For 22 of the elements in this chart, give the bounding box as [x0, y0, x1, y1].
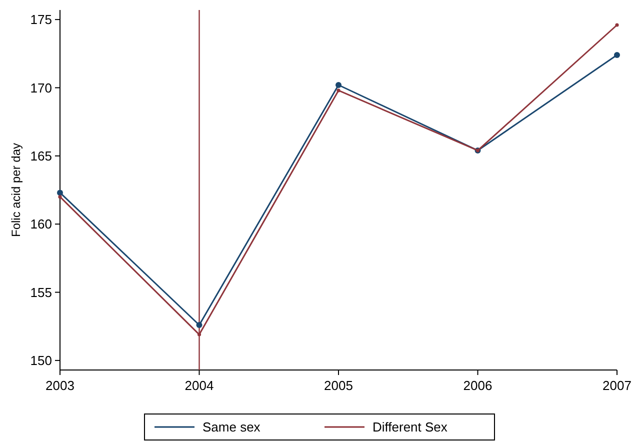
legend-label: Different Sex — [372, 420, 448, 435]
x-tick-label: 2005 — [324, 378, 353, 393]
point — [615, 23, 619, 27]
point — [58, 195, 62, 199]
x-tick-label: 2003 — [46, 378, 74, 393]
point — [197, 332, 202, 336]
point — [614, 52, 620, 58]
y-tick-label: 155 — [30, 284, 52, 300]
x-tick-label: 2004 — [184, 378, 214, 393]
legend-label: Same sex — [202, 420, 261, 435]
point — [336, 88, 340, 92]
y-tick-label: 150 — [30, 353, 52, 368]
y-axis-title: Folic acid per day — [9, 142, 23, 238]
y-tick-label: 160 — [30, 216, 52, 232]
x-tick-label: 2007 — [602, 378, 632, 393]
x-tick-label: 2006 — [463, 378, 492, 393]
point — [196, 322, 202, 328]
point — [336, 82, 342, 88]
y-tick-label: 165 — [30, 148, 52, 164]
y-tick-label: 175 — [30, 12, 52, 28]
point — [57, 190, 63, 196]
y-tick-label: 170 — [30, 80, 52, 96]
